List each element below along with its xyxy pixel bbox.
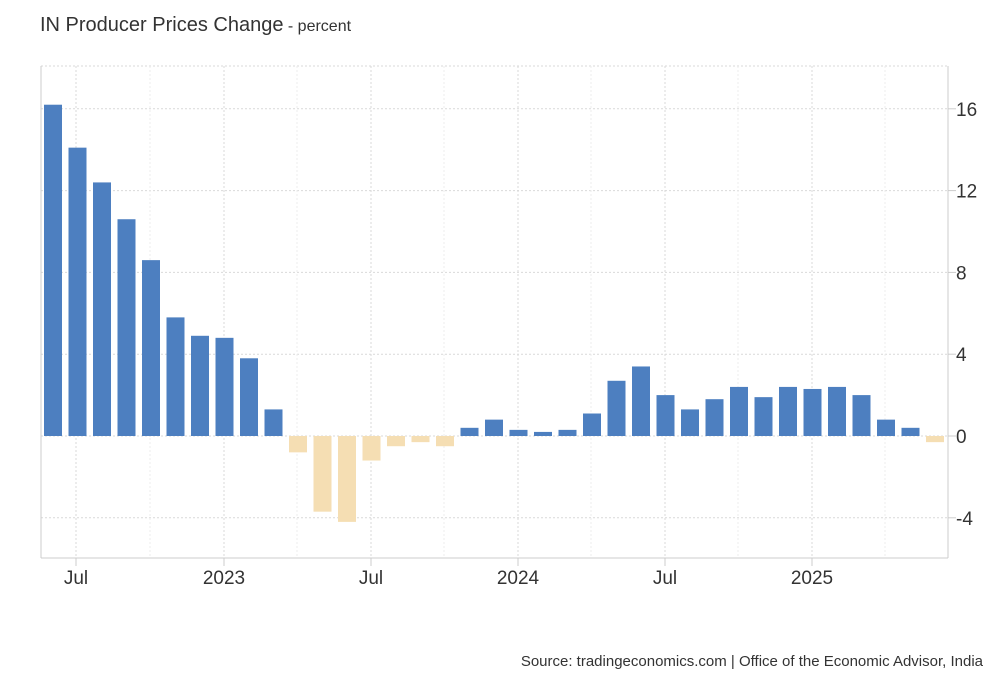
grid-lines xyxy=(41,65,948,558)
chart-title-text: IN Producer Prices Change xyxy=(40,14,284,36)
bar-2023-12 xyxy=(485,419,503,436)
bar-2024-03 xyxy=(558,429,577,436)
source-credit: Source: tradingeconomics.com | Office of… xyxy=(520,653,983,670)
bar-2025-02 xyxy=(828,386,846,436)
bars xyxy=(44,104,944,522)
bar-2025-04 xyxy=(877,419,895,436)
y-tick-label: 0 xyxy=(956,427,967,448)
bar-2024-07 xyxy=(656,395,675,436)
bar-2023-10 xyxy=(436,436,454,447)
bar-2024-05 xyxy=(607,380,626,436)
x-tick-label: Jul xyxy=(64,568,88,589)
chart-unit-label: - percent xyxy=(287,18,352,35)
bar-2023-07 xyxy=(362,436,381,461)
bar-2024-06 xyxy=(632,366,650,436)
bar-2023-05 xyxy=(313,436,332,512)
bar-2023-01 xyxy=(215,337,234,436)
bar-2023-04 xyxy=(289,436,307,453)
x-tick-label: 2023 xyxy=(203,568,245,589)
bar-2022-10 xyxy=(142,260,160,436)
chart-title: IN Producer Prices Change - percent xyxy=(40,14,351,37)
bar-2023-02 xyxy=(240,358,258,436)
bar-2024-10 xyxy=(730,386,748,436)
x-axis-ticks: Jul 2023 Jul 2024 Jul 2025 xyxy=(64,558,833,589)
bar-2023-06 xyxy=(338,436,356,522)
x-tick-label: Jul xyxy=(359,568,383,589)
y-tick-label: -4 xyxy=(956,509,973,530)
bar-2025-05 xyxy=(901,427,920,436)
bar-2022-11 xyxy=(166,317,185,436)
bar-2022-07 xyxy=(68,147,87,436)
bar-2023-11 xyxy=(460,427,479,436)
bar-2024-11 xyxy=(754,397,773,436)
bar-2023-08 xyxy=(387,436,405,447)
bar-2023-03 xyxy=(264,409,283,436)
y-axis-ticks: 16 12 8 4 0 -4 xyxy=(948,100,977,530)
x-tick-label: 2025 xyxy=(791,568,833,589)
bar-2024-08 xyxy=(681,409,699,436)
y-tick-label: 4 xyxy=(956,345,967,366)
bar-2025-06 xyxy=(926,436,944,443)
bar-2022-08 xyxy=(93,182,111,436)
bar-2024-04 xyxy=(583,413,601,436)
x-tick-label: 2024 xyxy=(497,568,540,589)
bar-2025-03 xyxy=(852,395,871,436)
bar-2022-12 xyxy=(191,335,209,436)
bar-2024-01 xyxy=(509,429,528,436)
bar-2022-09 xyxy=(117,219,136,436)
y-tick-label: 8 xyxy=(956,263,967,284)
bar-2024-12 xyxy=(779,386,797,436)
bar-2023-09 xyxy=(411,436,430,443)
bar-2024-02 xyxy=(534,431,552,436)
bar-2025-01 xyxy=(803,388,822,436)
y-tick-label: 12 xyxy=(956,182,977,203)
bar-2024-09 xyxy=(705,399,724,436)
y-tick-label: 16 xyxy=(956,100,977,121)
x-tick-label: Jul xyxy=(653,568,677,589)
axes xyxy=(40,66,949,559)
bar-2022-06 xyxy=(44,104,62,437)
